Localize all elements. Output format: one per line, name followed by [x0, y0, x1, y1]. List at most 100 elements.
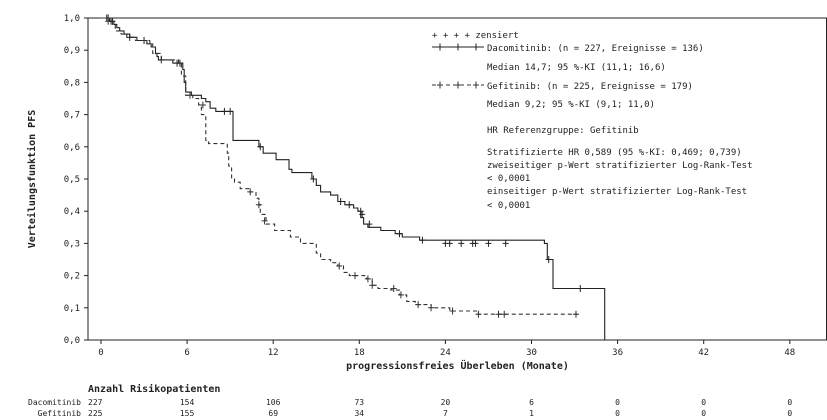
dacomitinib-censor-mark	[337, 198, 344, 206]
x-tick-label: 42	[698, 348, 709, 358]
dacomitinib-censor-mark	[577, 284, 584, 292]
hr-reference: HR Referenzgruppe: Gefitinib	[487, 126, 639, 136]
y-axis-title: Verteilungsfunktion PFS	[26, 110, 38, 248]
x-tick-label: 30	[526, 348, 537, 358]
dacomitinib-censor-mark	[176, 59, 183, 67]
gefitinib-censor-mark	[186, 91, 193, 99]
gefitinib-censor-mark	[572, 310, 579, 318]
survival-curves	[101, 14, 606, 340]
dacomitinib-risk-value: 73	[354, 398, 364, 407]
gefitinib-censor-mark	[415, 301, 422, 309]
stratified-hr: Stratifizierte HR 0,589 (95 %-KI: 0,469;…	[487, 148, 742, 158]
risk-table-title: Anzahl Risikopatienten	[88, 383, 220, 395]
x-tick-label: 6	[184, 348, 189, 358]
gefitinib-risk-value: 69	[268, 409, 278, 418]
x-axis-title: progressionsfreies Überleben (Monate)	[346, 358, 569, 372]
gefitinib-censor-mark	[390, 284, 397, 292]
dacomitinib-risk-value: 227	[88, 398, 103, 407]
gefitinib-legend-marker	[437, 81, 443, 89]
dacomitinib-censor-mark	[257, 143, 264, 151]
gefitinib-censor-mark	[364, 275, 371, 283]
gefitinib-censor-mark	[397, 291, 404, 299]
dacomitinib-risk-value: 0	[701, 398, 706, 407]
y-tick-label: 0,3	[64, 239, 80, 249]
x-tick-label: 48	[784, 348, 795, 358]
dacomitinib-risk-value: 154	[180, 398, 195, 407]
dacomitinib-legend-marker	[455, 43, 461, 51]
x-tick-label: 24	[440, 348, 451, 358]
dacomitinib-median: Median 14,7; 95 %-KI (11,1; 16,6)	[487, 63, 666, 73]
y-tick-label: 0,9	[64, 46, 80, 56]
dacomitinib-censor-mark	[221, 107, 228, 115]
dacomitinib-censor-mark	[446, 239, 453, 247]
dacomitinib-censor-mark	[545, 256, 552, 263]
risk-table: Anzahl Risikopatienten Dacomitinib 227 154 1…	[28, 383, 792, 418]
gefitinib-censor-mark	[199, 101, 206, 109]
one-sided-p-label: einseitiger p-Wert stratifizierter Log-R…	[487, 187, 747, 197]
two-sided-p-label: zweiseitiger p-Wert stratifizierter Log-…	[487, 161, 753, 171]
dacomitinib-risk-value: 106	[266, 398, 281, 407]
gefitinib-censor-mark	[495, 310, 502, 318]
two-sided-p-value: < 0,0001	[487, 174, 530, 184]
x-tick-label: 36	[612, 348, 623, 358]
gefitinib-censor-mark	[336, 262, 343, 270]
dacomitinib-censor-mark	[472, 239, 479, 247]
dacomitinib-legend-marker	[473, 43, 479, 51]
dacomitinib-censor-mark	[227, 107, 234, 115]
gefitinib-censor-mark	[501, 310, 508, 318]
dacomitinib-censor-mark	[485, 239, 492, 247]
gefitinib-censor-mark	[351, 272, 358, 280]
gefitinib-censor-mark	[449, 307, 456, 315]
dacomitinib-censor-mark	[359, 210, 366, 218]
dacomitinib-legend-marker	[437, 43, 443, 51]
gefitinib-censor-mark	[105, 17, 112, 25]
y-tick-label: 1,0	[64, 14, 80, 24]
dacomitinib-censor-mark	[346, 201, 353, 209]
y-tick-label: 0,2	[64, 272, 80, 282]
y-tick-label: 0,0	[64, 336, 80, 346]
gefitinib-censor-mark	[255, 201, 262, 209]
dacomitinib-risk-value: 0	[615, 398, 620, 407]
censor-legend-label: + + + + zensiert	[432, 31, 519, 41]
one-sided-p-value: < 0,0001	[487, 201, 530, 211]
dacomitinib-risk-value: 20	[441, 398, 451, 407]
dacomitinib-censor-mark	[310, 175, 317, 183]
gefitinib-censor-mark	[247, 188, 254, 196]
gefitinib-curve	[101, 17, 578, 315]
gefitinib-risk-value: 0	[615, 409, 620, 418]
dacomitinib-censor-mark	[458, 239, 465, 247]
y-tick-label: 0,1	[64, 304, 80, 314]
y-tick-label: 0,8	[64, 78, 80, 88]
dacomitinib-censor-mark	[357, 207, 364, 215]
axes: 0,0 0,1 0,2 0,3 0,4 0,5 0,6 0,7 0,8 0,9 1,0 0 6 12 18 2…	[26, 14, 827, 372]
dacomitinib-censor-mark	[502, 239, 509, 247]
dacomitinib-legend-label: Dacomitinib: (n = 227, Ereignisse = 136)	[487, 44, 704, 54]
gefitinib-legend-marker	[455, 81, 461, 89]
gefitinib-risk-value: 0	[787, 409, 792, 418]
dacomitinib-risk-value: 0	[787, 398, 792, 407]
gefitinib-risk-value: 34	[354, 409, 364, 418]
gefitinib-censor-mark	[369, 281, 376, 289]
gefitinib-risk-value: 225	[88, 409, 103, 418]
dacomitinib-censor-mark	[366, 220, 373, 228]
dacomitinib-censor-mark	[419, 236, 426, 244]
dacomitinib-curve	[101, 17, 606, 340]
y-tick-label: 0,5	[64, 175, 80, 185]
y-tick-label: 0,6	[64, 143, 80, 153]
gefitinib-risk-value: 7	[443, 409, 448, 418]
x-tick-label: 18	[354, 348, 365, 358]
gefitinib-risk-value: 0	[701, 409, 706, 418]
x-tick-label: 12	[268, 348, 279, 358]
y-tick-label: 0,4	[64, 207, 80, 217]
dacomitinib-risk-label: Dacomitinib	[28, 398, 81, 407]
x-tick-label: 0	[98, 348, 103, 358]
gefitinib-median: Median 9,2; 95 %-KI (9,1; 11,0)	[487, 100, 655, 110]
gefitinib-censor-mark	[261, 217, 268, 225]
legend: + + + + zensiert Dacomitinib: (n = 227, E…	[432, 31, 753, 211]
dacomitinib-risk-value: 6	[529, 398, 534, 407]
gefitinib-legend-marker	[473, 81, 479, 89]
dacomitinib-censor-mark	[396, 230, 403, 238]
y-tick-label: 0,7	[64, 111, 80, 121]
gefitinib-risk-value: 1	[529, 409, 534, 418]
